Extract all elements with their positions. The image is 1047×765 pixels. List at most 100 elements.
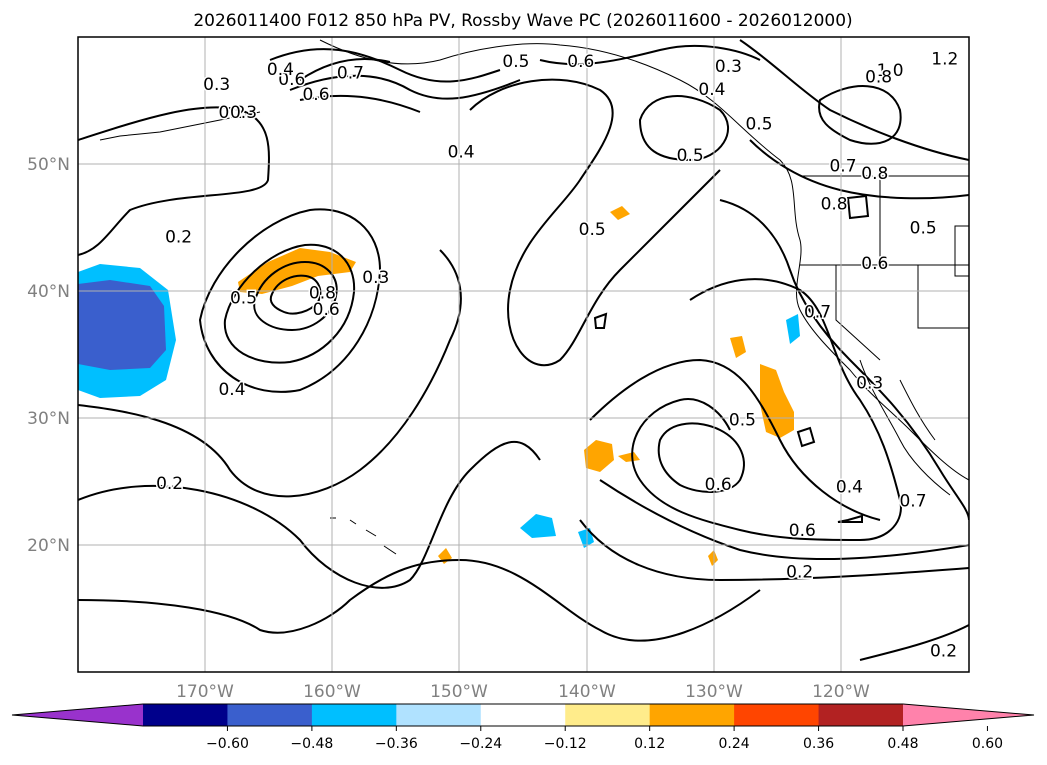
contour-line xyxy=(739,39,969,161)
contour-label: 0.4 xyxy=(698,80,725,100)
colorbar-segment xyxy=(649,704,735,726)
colorbar-tick-label: −0.24 xyxy=(459,736,502,752)
longitude-ticks: 170°W 160°W 150°W 140°W 130°W 120°W xyxy=(176,682,870,702)
contour-line xyxy=(638,95,730,162)
negative-anomaly-core xyxy=(78,280,166,370)
map-frame xyxy=(77,36,970,673)
contour-label: 0.2 xyxy=(786,563,813,583)
contour-label: 0.5 xyxy=(579,220,606,240)
colorbar-tick-label: 0.24 xyxy=(719,736,750,752)
contour-label: 0.5 xyxy=(502,52,529,72)
contour-label: 0.8 xyxy=(309,283,336,303)
contour-line xyxy=(299,94,421,113)
contour-label: 0.7 xyxy=(899,492,926,512)
contour-label: 0.2 xyxy=(165,227,192,247)
contour-label: 0.2 xyxy=(156,474,183,494)
contour-label: 0.6 xyxy=(302,85,329,105)
colorbar-tick-label: 0.36 xyxy=(803,736,834,752)
contour-label: 0.6 xyxy=(705,475,732,495)
colorbar: −0.60 −0.48 −0.36 −0.24 −0.12 0.12 0.24 0.36 0.4… xyxy=(11,703,1035,752)
colorbar-segment xyxy=(227,704,313,726)
latitude-ticks: 50°N 40°N 30°N 20°N xyxy=(27,155,70,556)
contour-label: 0.3 xyxy=(230,103,257,123)
colorbar-segment xyxy=(143,704,228,726)
lon-tick-label: 170°W xyxy=(176,682,234,702)
contour-line xyxy=(299,58,391,81)
contour-label: 0.2 xyxy=(930,641,957,661)
contour-line xyxy=(269,274,322,315)
contour-label-layer: 0.3 0.2 0.3 0.6 0.4 0.7 0.6 0.4 0.5 0.6 0.3 0.4 0.5 0… xyxy=(155,48,960,663)
lon-tick-label: 140°W xyxy=(558,682,616,702)
contour-line xyxy=(599,479,969,561)
colorbar-segment xyxy=(565,704,651,726)
contour-line xyxy=(859,624,969,661)
colorbar-segment xyxy=(818,704,904,726)
contour-line xyxy=(818,85,902,145)
contour-label: 0.3 xyxy=(856,373,883,393)
contour-line xyxy=(579,519,969,582)
contour-label: 0.4 xyxy=(218,380,245,400)
hawaii-islands xyxy=(330,517,397,555)
lat-tick-label: 30°N xyxy=(27,409,70,429)
contour-label: 0.7 xyxy=(337,64,364,84)
state-borders xyxy=(800,176,969,361)
map-gridlines xyxy=(78,37,969,672)
contour-label: 0.3 xyxy=(203,75,230,95)
contour-line xyxy=(539,44,761,66)
colorbar-tick-label: −0.48 xyxy=(290,736,333,752)
colorbar-segment xyxy=(734,704,820,726)
contour-label: 0.5 xyxy=(729,410,756,430)
contour-line xyxy=(657,422,745,493)
contour-label: 1.2 xyxy=(931,50,958,70)
positive-anomaly-shading xyxy=(238,248,356,294)
contour-label: 1.0 xyxy=(877,61,904,81)
contour-line xyxy=(78,558,761,642)
contour-line xyxy=(719,199,969,521)
contour-line xyxy=(78,249,462,498)
colorbar-tick-label: −0.36 xyxy=(375,736,418,752)
positive-anomaly-shading xyxy=(618,452,640,462)
colorbar-segment xyxy=(311,704,397,726)
contour-label: 0.6 xyxy=(313,300,340,320)
contour-line xyxy=(631,278,902,542)
contour-line xyxy=(589,358,881,521)
lon-tick-label: 120°W xyxy=(812,682,870,702)
contour-line xyxy=(796,426,816,448)
colorbar-outline xyxy=(11,703,1035,727)
contour-line xyxy=(846,194,870,220)
alaska-coastline xyxy=(319,39,969,481)
contour-line xyxy=(223,243,356,364)
map-content: 0.3 0.2 0.3 0.6 0.4 0.7 0.6 0.4 0.5 0.6 0.3 0.4 0.5 0… xyxy=(78,37,969,672)
colorbar-tick-label: −0.12 xyxy=(544,736,587,752)
positive-anomaly-shading xyxy=(730,336,746,358)
colorbar-segment xyxy=(480,704,566,726)
contour-label: 0.8 xyxy=(861,164,888,184)
negative-anomaly-shading xyxy=(520,514,556,538)
contour-label: 0.3 xyxy=(362,268,389,288)
contour-label: 0.4 xyxy=(836,478,863,498)
contour-label: 0.6 xyxy=(789,521,816,541)
aleutian-islands xyxy=(99,111,261,141)
contour-line xyxy=(253,260,338,332)
contour-line xyxy=(269,48,501,83)
contour-label: 0.7 xyxy=(829,156,856,176)
pv-contours xyxy=(78,39,969,661)
contour-line xyxy=(78,106,270,256)
contour-line xyxy=(469,78,721,367)
positive-anomaly-shading xyxy=(610,206,630,220)
colorbar-tick-label: −0.60 xyxy=(206,736,249,752)
colorbar-tick-label: 0.12 xyxy=(634,736,665,752)
lon-tick-label: 160°W xyxy=(303,682,361,702)
anomaly-shading xyxy=(78,206,800,566)
contour-label: 0.6 xyxy=(861,254,888,274)
contour-label: 0.5 xyxy=(230,288,257,308)
colorbar-segment xyxy=(396,704,482,726)
contour-line xyxy=(198,208,382,393)
contour-label: 0.6 xyxy=(567,52,594,72)
contour-label: 0.3 xyxy=(715,57,742,77)
coastlines xyxy=(99,39,969,555)
contour-label: 0.8 xyxy=(821,194,848,214)
lon-tick-label: 150°W xyxy=(430,682,488,702)
contour-line xyxy=(749,139,969,200)
contour-label: 0.8 xyxy=(865,67,892,87)
